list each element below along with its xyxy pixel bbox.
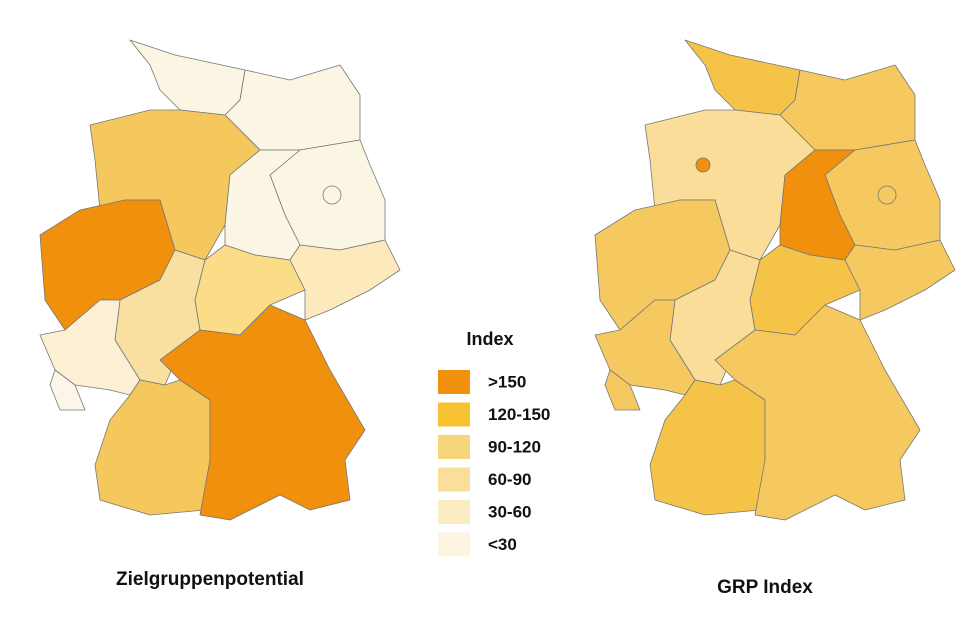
legend-swatch — [438, 532, 470, 557]
legend-label: 60-90 — [488, 470, 531, 489]
legend-label: 90-120 — [488, 437, 541, 456]
legend-label: 30-60 — [488, 502, 531, 521]
legend-swatch — [438, 500, 470, 524]
region — [714, 304, 921, 521]
legend-label: >150 — [488, 372, 526, 391]
region — [194, 244, 306, 336]
region — [695, 157, 711, 173]
legend-swatch — [438, 370, 470, 394]
region — [684, 39, 801, 116]
region — [159, 304, 366, 521]
region — [844, 239, 956, 321]
legend-swatch — [438, 402, 470, 427]
region — [322, 185, 342, 205]
region — [649, 379, 766, 516]
map-title: GRP Index — [717, 577, 813, 598]
region — [129, 39, 246, 116]
map-grp-index: GRP Index — [594, 39, 956, 598]
region — [877, 185, 897, 205]
region — [49, 369, 86, 411]
legend-swatch — [438, 435, 470, 459]
map-title: Zielgruppenpotential — [116, 569, 304, 590]
region — [289, 239, 401, 321]
region — [749, 244, 861, 336]
legend: Index >150 120-150 90-120 60-90 30-60 <30 — [438, 329, 550, 557]
region — [94, 379, 211, 516]
legend-label: <30 — [488, 535, 517, 554]
legend-swatch — [438, 467, 470, 492]
region — [604, 369, 641, 411]
legend-title: Index — [466, 329, 513, 349]
legend-label: 120-150 — [488, 405, 550, 424]
map-zielgruppenpotential: Zielgruppenpotential — [39, 39, 401, 590]
